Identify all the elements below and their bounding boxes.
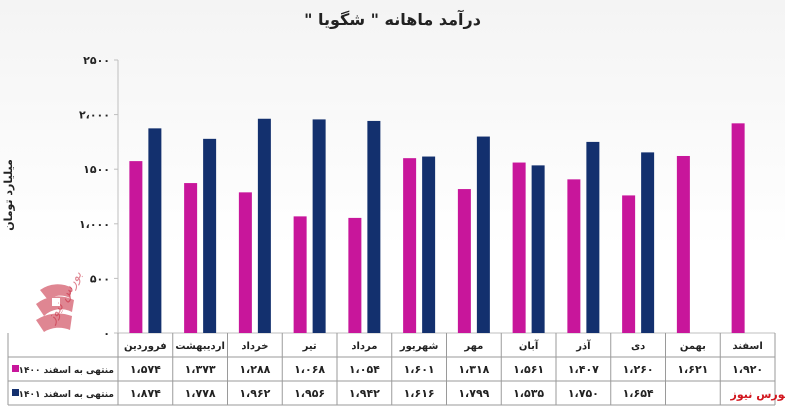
x-tick-label: بهمن <box>680 341 706 352</box>
data-label: ۱،۰۵۴ <box>349 363 380 376</box>
bar-series2 <box>312 119 326 333</box>
legend-label: منتهی به اسفند ۱۴۰۱ <box>19 390 114 400</box>
bar-series1 <box>184 183 198 333</box>
x-tick-label: اسفند <box>732 341 762 352</box>
bar-series2 <box>641 152 655 333</box>
bar-series1 <box>457 189 471 333</box>
bar-series1 <box>512 162 526 333</box>
data-label: ۱،۶۰۱ <box>404 363 435 376</box>
bar-series1 <box>238 192 252 333</box>
data-label: ۱،۸۷۴ <box>130 387 161 400</box>
data-label: ۱،۳۱۸ <box>458 363 489 376</box>
legend-swatch <box>12 389 19 396</box>
x-tick-label: مهر <box>463 341 483 352</box>
x-tick-label: فروردین <box>124 341 167 352</box>
data-label: ۱،۵۳۵ <box>513 387 544 400</box>
bar-series1 <box>348 217 362 333</box>
bar-series2 <box>422 156 436 333</box>
data-label: ۱،۷۵۰ <box>568 387 599 400</box>
data-label: ۱،۷۷۸ <box>185 387 216 400</box>
x-tick-label: دی <box>631 341 645 352</box>
legend-label: منتهی به اسفند ۱۴۰۰ <box>19 366 114 376</box>
y-tick-label: ۵۰۰ <box>90 272 110 285</box>
data-label: ۱،۹۴۲ <box>349 387 380 400</box>
data-label: ۱،۹۲۰ <box>732 363 763 376</box>
data-label: ۱،۲۸۸ <box>239 363 270 376</box>
bars-group <box>129 118 745 334</box>
data-label: ۱،۷۹۹ <box>458 387 489 400</box>
data-label: ۱،۵۶۱ <box>513 363 544 376</box>
x-tick-label: شهریور <box>399 341 439 352</box>
bar-series2 <box>367 120 381 334</box>
data-table: فروردین اردیبهشت خرداد تیر مرداد شهریور مهر آبا… <box>7 333 785 406</box>
y-tick-label: ۰ <box>103 327 110 340</box>
bar-series2 <box>148 128 162 333</box>
watermark-logo <box>36 284 74 332</box>
bar-series2 <box>476 136 490 333</box>
x-tick-label: تیر <box>302 341 317 352</box>
bar-series2 <box>531 165 545 333</box>
data-label: ۱،۴۰۷ <box>568 363 599 376</box>
data-label: ۱،۰۶۸ <box>294 363 325 376</box>
bar-series1 <box>129 161 143 333</box>
data-label: ۱،۹۵۶ <box>294 387 325 400</box>
source-label: بورس نیوز <box>730 388 785 401</box>
data-label: ۱،۲۶۰ <box>623 363 654 376</box>
data-label: ۱،۹۶۲ <box>239 387 270 400</box>
y-tick-label: ۱۵۰۰ <box>83 163 110 176</box>
legend-swatch <box>12 365 19 372</box>
bar-series2 <box>586 141 600 333</box>
data-label: ۱،۶۱۶ <box>404 387 435 400</box>
bar-series1 <box>567 179 581 333</box>
bar-series1 <box>676 155 690 333</box>
data-label: ۱،۶۲۱ <box>677 363 708 376</box>
y-tick-label: ۱،۰۰۰ <box>79 218 110 231</box>
y-tick-label: ۲۵۰۰ <box>83 54 110 67</box>
x-tick-label: خرداد <box>241 341 268 352</box>
data-label: ۱،۶۵۴ <box>623 387 654 400</box>
bar-series1 <box>293 216 307 333</box>
bar-series2 <box>257 118 271 333</box>
bar-series1 <box>622 195 636 333</box>
x-tick-label: اردیبهشت <box>175 341 225 352</box>
axes-group: ۰ ۵۰۰ ۱،۰۰۰ ۱۵۰۰ ۲،۰۰۰ ۲۵۰۰ <box>79 54 775 340</box>
x-tick-label: آذر <box>575 339 591 352</box>
bar-series2 <box>203 138 217 333</box>
data-label: ۱،۳۷۳ <box>185 363 216 376</box>
x-tick-label: آبان <box>519 339 539 352</box>
bar-series1 <box>403 158 417 333</box>
data-label: ۱،۵۷۴ <box>130 363 161 376</box>
chart-title: درآمد ماهانه " شگویا " <box>304 10 481 29</box>
bar-series1 <box>731 123 745 333</box>
y-tick-label: ۲،۰۰۰ <box>79 109 110 122</box>
x-tick-label: مرداد <box>351 341 377 352</box>
